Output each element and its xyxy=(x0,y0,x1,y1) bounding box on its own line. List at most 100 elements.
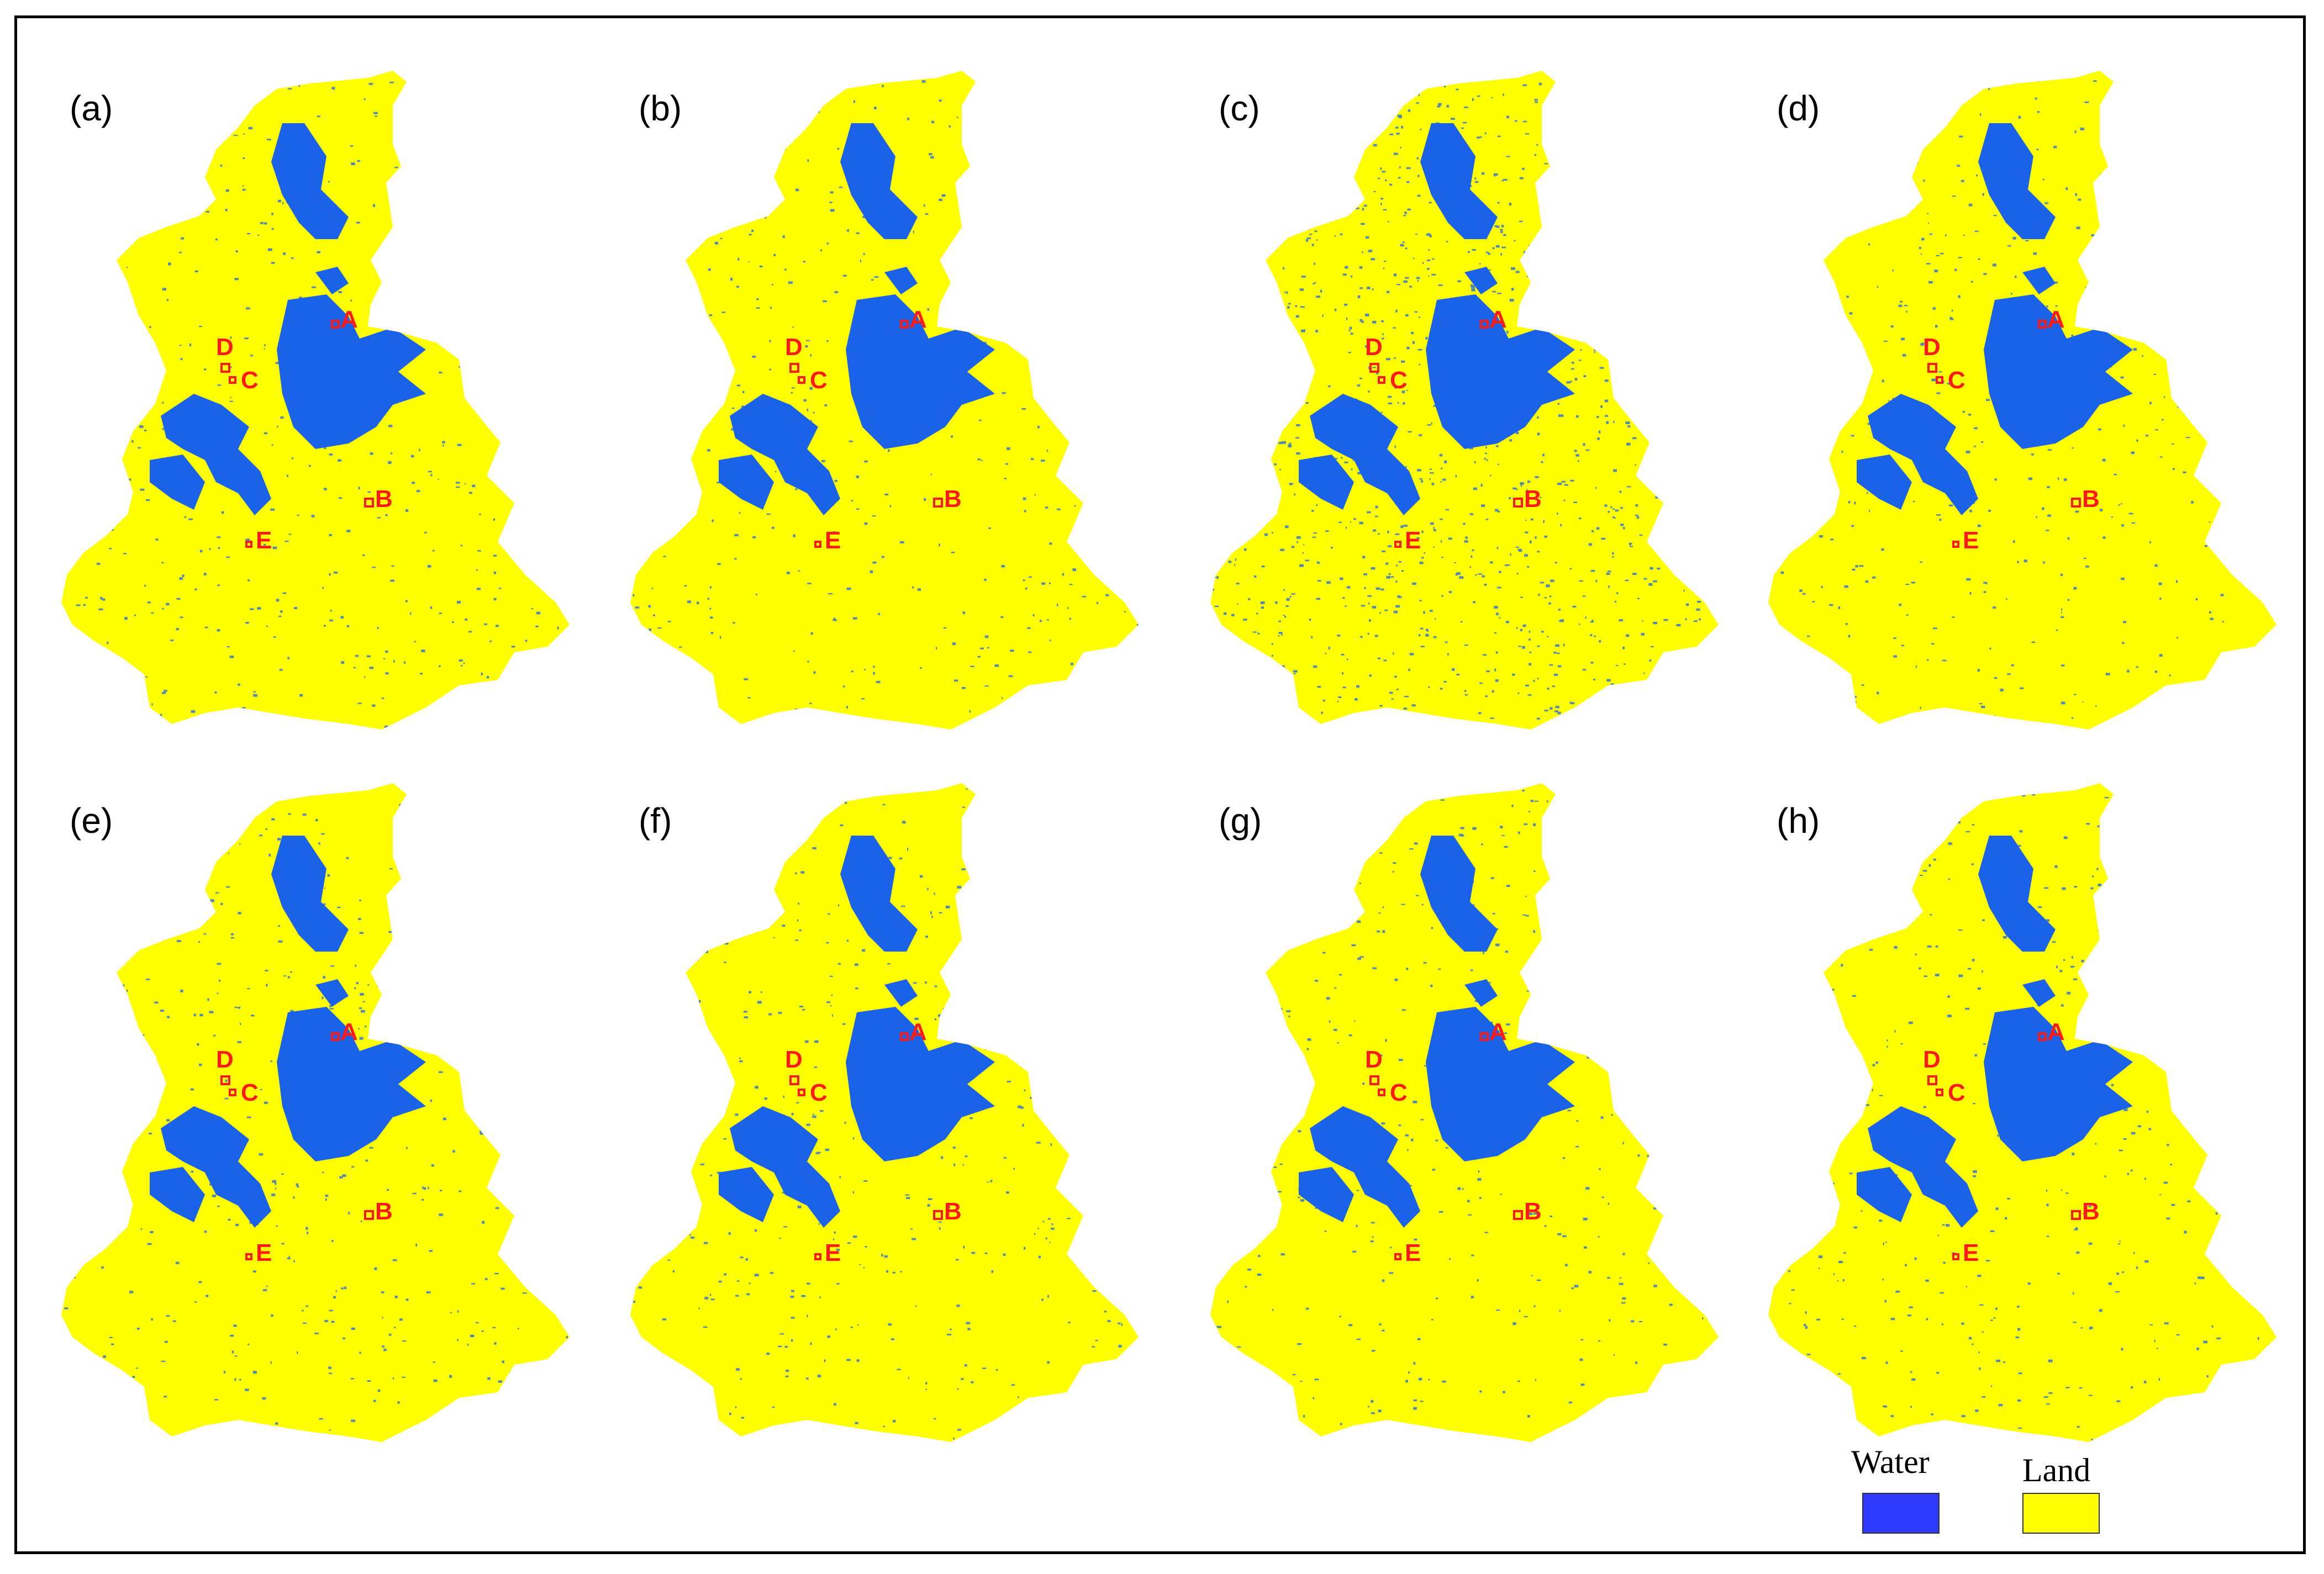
marker-label-a: A xyxy=(2047,1018,2065,1045)
water-bodies xyxy=(1211,786,1719,1442)
marker-box-d xyxy=(789,1075,799,1085)
marker-box-a xyxy=(1480,1032,1489,1041)
marker-label-c: C xyxy=(1390,1079,1408,1106)
panel-label: (c) xyxy=(1219,88,1260,128)
water-land-map: A B CD E xyxy=(1210,783,1719,1442)
marker-box-d xyxy=(1927,1075,1937,1085)
marker-label-a: A xyxy=(340,306,358,333)
marker-box-e xyxy=(1394,1253,1401,1260)
marker-box-e xyxy=(1952,541,1959,548)
marker-label-d: D xyxy=(1923,1046,1941,1073)
marker-label-b: B xyxy=(2082,485,2100,513)
water-land-map: A B CD E xyxy=(61,783,570,1442)
water-bodies xyxy=(1768,790,2276,1442)
marker-box-b xyxy=(364,1210,374,1220)
marker-box-b xyxy=(933,498,943,508)
water-body xyxy=(730,1106,840,1228)
marker-box-c xyxy=(1378,1089,1385,1096)
marker-box-a xyxy=(331,1032,340,1041)
marker-label-a: A xyxy=(340,1018,358,1045)
water-body xyxy=(730,394,840,515)
panel-label: (g) xyxy=(1219,801,1262,841)
water-land-map: A B CD E xyxy=(61,71,570,730)
marker-box-e xyxy=(814,1253,821,1260)
marker-label-d: D xyxy=(785,1046,803,1073)
marker-label-d: D xyxy=(1365,1046,1383,1073)
marker-label-b: B xyxy=(2082,1198,2100,1225)
water-body xyxy=(150,1167,205,1222)
water-body xyxy=(1857,455,1912,510)
water-body xyxy=(884,979,918,1007)
water-bodies xyxy=(1210,73,1719,730)
water-land-map: A B CD E xyxy=(630,71,1139,730)
water-bodies xyxy=(630,787,1139,1442)
water-body xyxy=(277,294,426,449)
marker-box-e xyxy=(1952,1253,1959,1260)
marker-label-a: A xyxy=(1489,306,1507,333)
water-body xyxy=(884,267,918,294)
water-body xyxy=(150,455,205,510)
water-land-map: A B CD E xyxy=(630,783,1139,1442)
legend-land-label: Land xyxy=(2022,1452,2091,1488)
marker-box-a xyxy=(2038,1032,2047,1041)
marker-box-d xyxy=(220,1075,230,1085)
marker-label-a: A xyxy=(909,1018,927,1045)
water-body xyxy=(277,1007,426,1161)
marker-box-a xyxy=(1480,320,1489,329)
marker-label-e: E xyxy=(1963,527,1979,554)
water-body xyxy=(846,1007,995,1161)
water-body xyxy=(1464,267,1498,294)
marker-box-b xyxy=(1513,498,1523,508)
water-body xyxy=(1310,1106,1420,1228)
marker-box-c xyxy=(798,1089,805,1096)
marker-box-d xyxy=(789,363,799,373)
map-panel: A B C D E (b) xyxy=(608,40,1161,736)
marker-box-b xyxy=(1513,1210,1523,1220)
marker-box-a xyxy=(331,320,340,329)
water-body xyxy=(315,979,349,1007)
marker-label-e: E xyxy=(825,1239,841,1266)
panel-label: (h) xyxy=(1777,801,1820,841)
water-body xyxy=(1978,123,2056,239)
marker-label-a: A xyxy=(909,306,927,333)
marker-label-c: C xyxy=(810,367,828,394)
marker-label-c: C xyxy=(1948,1079,1965,1106)
panel-label: (f) xyxy=(639,801,672,841)
water-bodies xyxy=(62,77,570,728)
marker-box-e xyxy=(245,1253,252,1260)
marker-label-a: A xyxy=(2047,306,2065,333)
figure-frame: A B C D E (a) A B C D E (b) A B C D E (c) A B C D E (d) A B C D E (e)… xyxy=(14,15,2306,1554)
marker-label-b: B xyxy=(944,485,962,513)
marker-box-c xyxy=(229,376,236,384)
marker-box-c xyxy=(1378,376,1385,384)
marker-box-e xyxy=(814,541,821,548)
panel-label: (a) xyxy=(70,88,113,128)
marker-box-b xyxy=(364,498,374,508)
water-body xyxy=(1464,979,1498,1007)
water-body xyxy=(1426,294,1575,449)
marker-label-d: D xyxy=(785,334,803,361)
water-body xyxy=(1984,1007,2133,1161)
water-land-map: A B CD E xyxy=(1768,71,2276,730)
water-body xyxy=(1978,836,2056,952)
water-body xyxy=(2022,267,2056,294)
map-panel: A B C D E (g) xyxy=(1188,753,1741,1449)
marker-box-a xyxy=(900,320,909,329)
marker-box-b xyxy=(2071,498,2081,508)
marker-label-e: E xyxy=(1405,527,1421,554)
legend-water-label: Water xyxy=(1851,1444,1930,1480)
marker-label-b: B xyxy=(1524,485,1542,513)
map-panel: A B C D E (a) xyxy=(39,40,592,736)
water-body xyxy=(1868,394,1978,515)
map-panel: A B C D E (e) xyxy=(39,753,592,1449)
marker-label-e: E xyxy=(1405,1239,1421,1266)
water-land-map: A B CD E xyxy=(1210,71,1719,730)
marker-box-c xyxy=(1936,376,1943,384)
marker-label-e: E xyxy=(256,527,272,554)
water-body xyxy=(1420,836,1498,952)
map-panel: A B C D E (h) xyxy=(1746,753,2299,1449)
marker-label-b: B xyxy=(375,485,393,513)
water-body xyxy=(1868,1106,1978,1228)
map-panel: A B C D E (c) xyxy=(1188,40,1741,736)
marker-box-d xyxy=(220,363,230,373)
